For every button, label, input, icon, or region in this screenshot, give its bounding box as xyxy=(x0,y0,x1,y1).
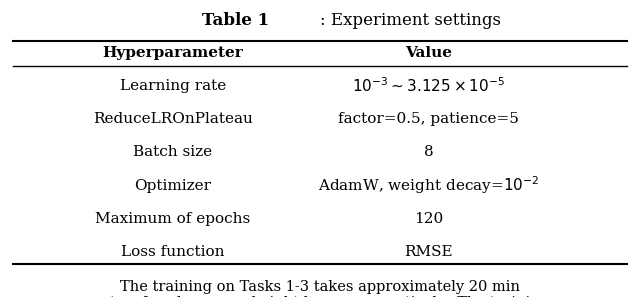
Text: AdamW, weight decay=$10^{-2}$: AdamW, weight decay=$10^{-2}$ xyxy=(318,175,540,197)
Text: Hyperparameter: Hyperparameter xyxy=(102,46,243,61)
Text: 120: 120 xyxy=(414,212,444,226)
Text: tes, four hours, and eight hours, respectively.  The traini: tes, four hours, and eight hours, respec… xyxy=(110,296,530,297)
Text: The training on Tasks 1-3 takes approximately 20 min: The training on Tasks 1-3 takes approxim… xyxy=(120,280,520,294)
Text: $10^{-3} \sim 3.125 \times 10^{-5}$: $10^{-3} \sim 3.125 \times 10^{-5}$ xyxy=(352,77,506,95)
Text: ReduceLROnPlateau: ReduceLROnPlateau xyxy=(93,112,253,127)
Text: : Experiment settings: : Experiment settings xyxy=(320,12,501,29)
Text: Maximum of epochs: Maximum of epochs xyxy=(95,212,250,226)
Text: 8: 8 xyxy=(424,145,434,159)
Text: Learning rate: Learning rate xyxy=(120,79,226,93)
Text: Table 1: Table 1 xyxy=(202,12,269,29)
Text: factor=0.5, patience=5: factor=0.5, patience=5 xyxy=(339,112,519,127)
Text: RMSE: RMSE xyxy=(404,245,453,259)
Text: Batch size: Batch size xyxy=(133,145,212,159)
Text: Value: Value xyxy=(405,46,452,61)
Text: Loss function: Loss function xyxy=(121,245,225,259)
Text: Optimizer: Optimizer xyxy=(134,178,211,193)
